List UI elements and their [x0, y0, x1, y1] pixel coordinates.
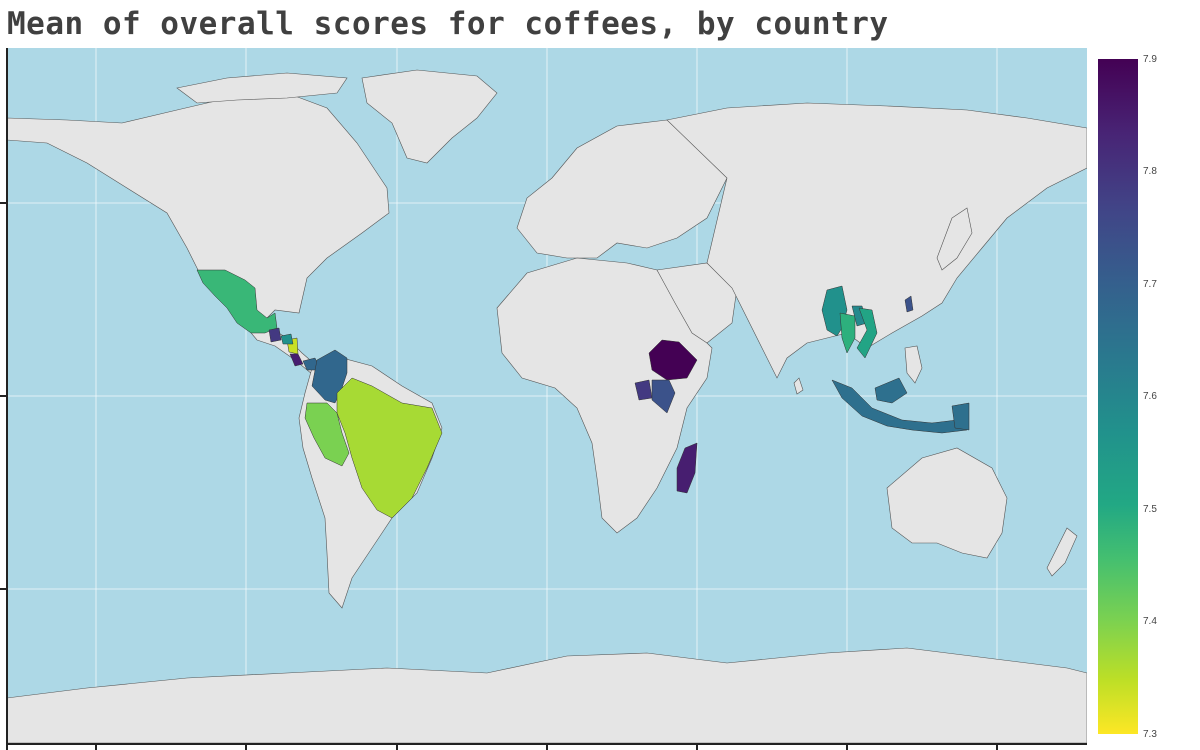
land-japan — [936, 207, 973, 271]
country-indonesia[interactable] — [831, 377, 968, 434]
land-new-zealand — [1046, 527, 1078, 577]
x-tick — [996, 743, 998, 750]
country-nicaragua[interactable] — [280, 333, 294, 345]
x-tick — [546, 743, 548, 750]
colorbar — [1098, 59, 1138, 734]
country-thailand[interactable] — [839, 312, 856, 354]
land-europe — [516, 119, 728, 259]
colorbar-tick-7.4: 7.4 — [1143, 616, 1157, 627]
country-taiwan[interactable] — [904, 295, 914, 313]
land-canadian-islands — [176, 72, 348, 104]
colorbar-tick-7.5: 7.5 — [1143, 504, 1157, 515]
country-guatemala[interactable] — [268, 327, 282, 343]
x-tick — [846, 743, 848, 750]
colorbar-tick-7.6: 7.6 — [1143, 391, 1157, 402]
land-sri-lanka — [793, 377, 804, 395]
land-philippines — [904, 345, 923, 384]
colorbar-tick-7.8: 7.8 — [1143, 166, 1157, 177]
country-kenya[interactable] — [651, 379, 676, 414]
colorbar-tick-7.7: 7.7 — [1143, 279, 1157, 290]
country-papua-new-guinea[interactable] — [951, 402, 970, 431]
country-mexico[interactable] — [196, 269, 278, 334]
land-antarctica — [7, 647, 1087, 743]
x-tick — [95, 743, 97, 750]
colorbar-tick-7.9: 7.9 — [1143, 54, 1157, 65]
x-tick — [396, 743, 398, 750]
country-peru[interactable] — [304, 402, 350, 467]
colorbar-tick-7.3: 7.3 — [1143, 729, 1157, 740]
x-tick — [245, 743, 247, 750]
country-vietnam[interactable] — [856, 307, 878, 359]
country-brazil[interactable] — [336, 377, 443, 519]
land-australia — [886, 447, 1008, 559]
y-tick — [0, 202, 8, 204]
y-tick — [0, 588, 8, 590]
land-asia — [666, 102, 1087, 379]
country-layer — [196, 269, 970, 519]
chart-title: Mean of overall scores for coffees, by c… — [7, 6, 889, 42]
country-costa-rica[interactable] — [289, 353, 304, 367]
y-axis-line — [6, 48, 8, 750]
land-africa — [496, 257, 713, 534]
choropleth-map[interactable] — [7, 48, 1087, 743]
country-madagascar[interactable] — [676, 442, 698, 494]
y-tick — [0, 395, 8, 397]
country-ethiopia[interactable] — [648, 339, 698, 381]
x-tick — [696, 743, 698, 750]
land-greenland — [361, 69, 498, 164]
